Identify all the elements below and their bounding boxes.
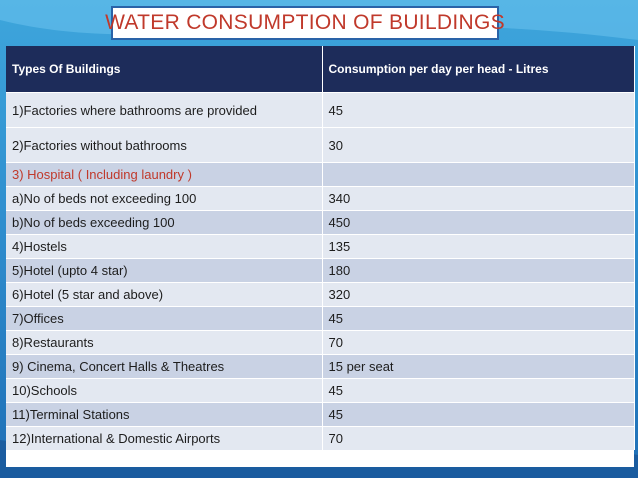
consumption-cell: 45	[322, 92, 635, 128]
building-type-cell: 1)Factories where bathrooms are provided	[6, 92, 323, 128]
consumption-cell: 70	[322, 426, 635, 450]
consumption-table: Types Of Buildings Consumption per day p…	[6, 46, 635, 450]
consumption-cell: 320	[322, 282, 635, 307]
header-building-type: Types Of Buildings	[6, 46, 323, 93]
table-row: b)No of beds exceeding 100 450	[6, 210, 635, 235]
table-row: 4)Hostels 135	[6, 234, 635, 259]
consumption-cell	[322, 162, 635, 187]
consumption-cell: 70	[322, 330, 635, 355]
consumption-cell: 340	[322, 186, 635, 211]
building-type-cell: 4)Hostels	[6, 234, 323, 259]
consumption-cell: 45	[322, 402, 635, 427]
consumption-cell: 45	[322, 378, 635, 403]
building-type-cell: 6)Hotel (5 star and above)	[6, 282, 323, 307]
building-type-cell: 5)Hotel (upto 4 star)	[6, 258, 323, 283]
table-row: 12)International & Domestic Airports 70	[6, 426, 635, 450]
building-type-cell: 8)Restaurants	[6, 330, 323, 355]
building-type-cell: 10)Schools	[6, 378, 323, 403]
table-row: a)No of beds not exceeding 100 340	[6, 186, 635, 211]
table-header-row: Types Of Buildings Consumption per day p…	[6, 46, 635, 93]
table-row: 9) Cinema, Concert Halls & Theatres 15 p…	[6, 354, 635, 379]
table-row: 5)Hotel (upto 4 star) 180	[6, 258, 635, 283]
consumption-cell: 180	[322, 258, 635, 283]
table-row: 3) Hospital ( Including laundry )	[6, 162, 635, 187]
building-type-cell: b)No of beds exceeding 100	[6, 210, 323, 235]
building-type-cell: a)No of beds not exceeding 100	[6, 186, 323, 211]
building-type-cell: 2)Factories without bathrooms	[6, 127, 323, 163]
slide-title-box: WATER CONSUMPTION OF BUILDINGS	[105, 6, 505, 40]
building-type-cell: 11)Terminal Stations	[6, 402, 323, 427]
consumption-cell: 450	[322, 210, 635, 235]
consumption-cell: 135	[322, 234, 635, 259]
building-type-cell: 3) Hospital ( Including laundry )	[6, 162, 323, 187]
consumption-cell: 15 per seat	[322, 354, 635, 379]
table-row: 8)Restaurants 70	[6, 330, 635, 355]
table-row: 1)Factories where bathrooms are provided…	[6, 92, 635, 128]
table-row: 6)Hotel (5 star and above) 320	[6, 282, 635, 307]
table-row: 11)Terminal Stations 45	[6, 402, 635, 427]
header-consumption: Consumption per day per head - Litres	[322, 46, 635, 93]
table-row: 2)Factories without bathrooms 30	[6, 127, 635, 163]
table-row: 10)Schools 45	[6, 378, 635, 403]
building-type-cell: 12)International & Domestic Airports	[6, 426, 323, 450]
consumption-table-container: Types Of Buildings Consumption per day p…	[6, 46, 635, 467]
building-type-cell: 7)Offices	[6, 306, 323, 331]
slide-title: WATER CONSUMPTION OF BUILDINGS	[105, 11, 505, 34]
building-type-cell: 9) Cinema, Concert Halls & Theatres	[6, 354, 323, 379]
consumption-cell: 45	[322, 306, 635, 331]
consumption-cell: 30	[322, 127, 635, 163]
table-row: 7)Offices 45	[6, 306, 635, 331]
